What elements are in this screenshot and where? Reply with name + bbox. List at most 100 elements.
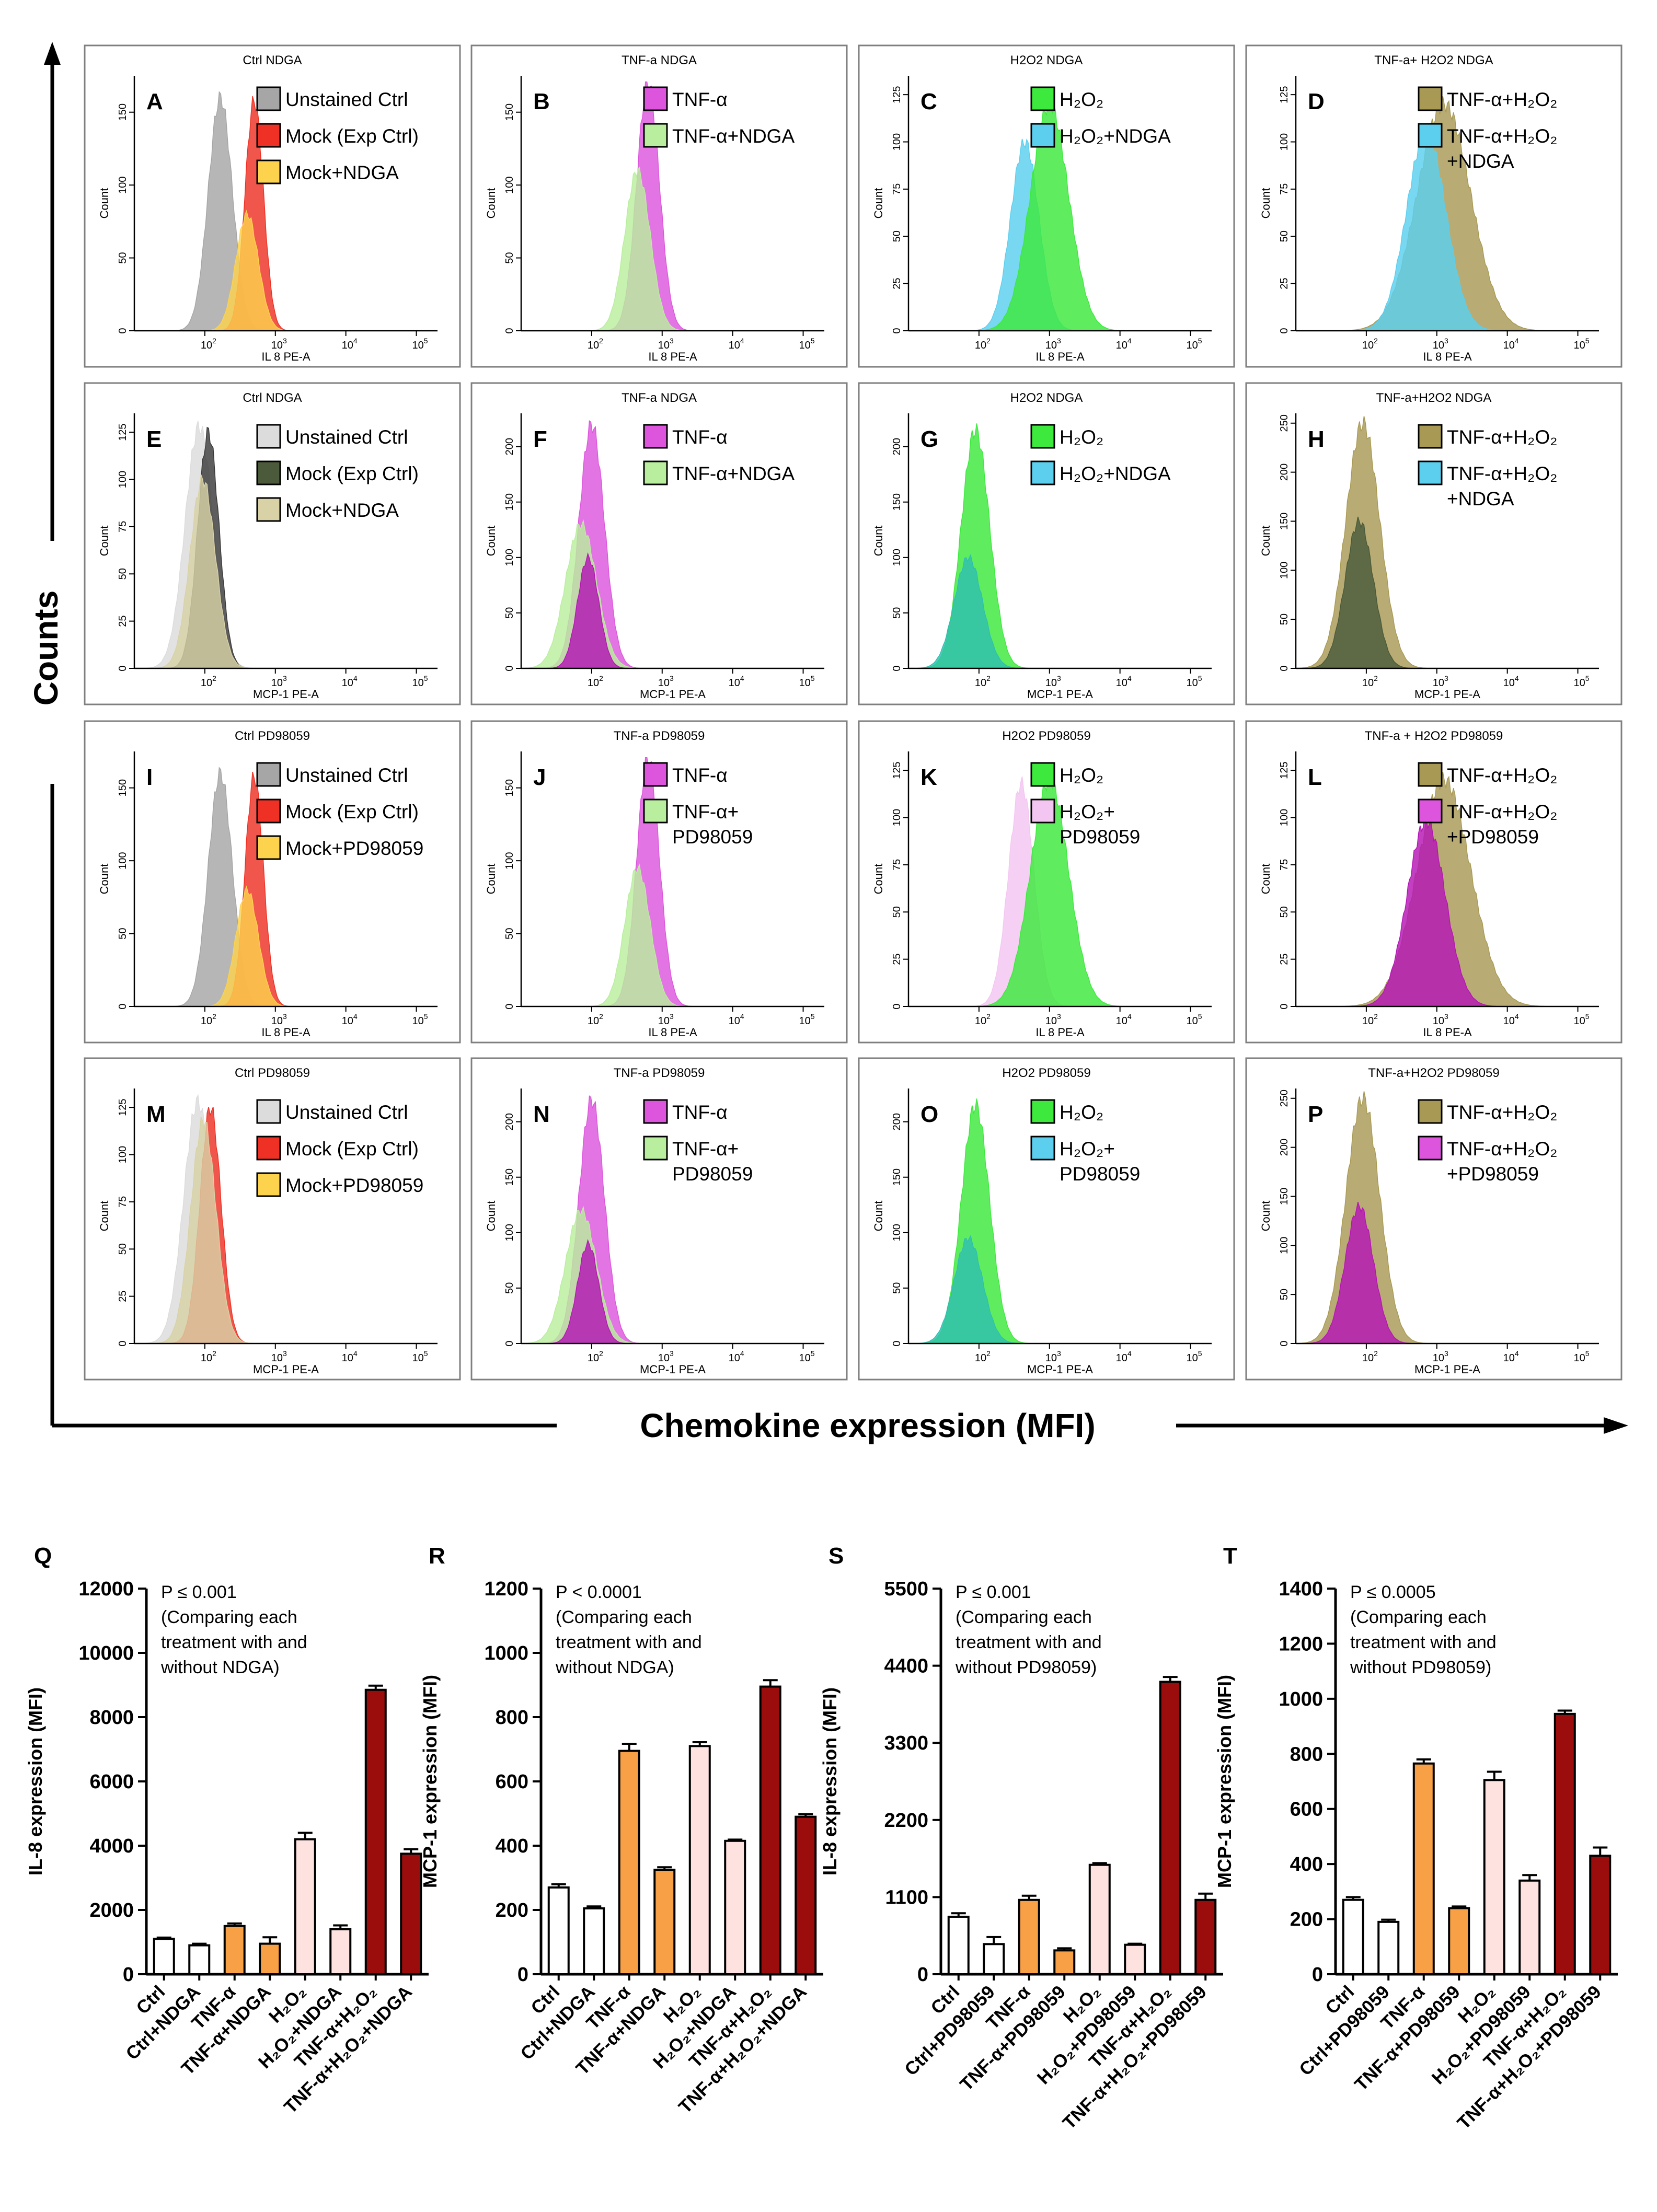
y-tick-label: 150 bbox=[504, 779, 515, 796]
y-tick-label: 150 bbox=[504, 103, 515, 121]
y-tick-label: 50 bbox=[117, 568, 129, 580]
y-axis-label: Count bbox=[485, 1201, 498, 1232]
y-tick-label: 75 bbox=[117, 1196, 129, 1208]
y-tick-label: 75 bbox=[1279, 859, 1290, 871]
y-tick-label: 50 bbox=[891, 230, 903, 242]
x-tick-exponent: 4 bbox=[1127, 674, 1132, 682]
counts-axis-arrowhead bbox=[44, 42, 61, 65]
x-axis-label: IL 8 PE-A bbox=[1423, 350, 1472, 363]
y-tick-label: 25 bbox=[117, 1291, 129, 1302]
bar-3 bbox=[1448, 1907, 1470, 1975]
y-tick-label: 150 bbox=[117, 103, 129, 121]
bar-2 bbox=[1412, 1762, 1435, 1975]
y-tick-label: 0 bbox=[117, 1340, 129, 1346]
x-tick-exponent: 4 bbox=[740, 1012, 744, 1021]
annotation-line: P ≤ 0.0005 bbox=[1350, 1582, 1436, 1602]
x-tick-exponent: 3 bbox=[670, 1349, 674, 1358]
legend-label: TNF-α+ bbox=[672, 1138, 739, 1160]
y-tick-label: 100 bbox=[891, 809, 903, 826]
bar-0 bbox=[947, 1915, 970, 1976]
x-tick-exponent: 5 bbox=[424, 337, 428, 345]
legend-swatch bbox=[256, 762, 281, 787]
y-axis-label: Count bbox=[872, 864, 885, 895]
y-axis-label: Count bbox=[98, 188, 111, 219]
x-tick-exponent: 2 bbox=[212, 1349, 216, 1358]
legend-label: Mock (Exp Ctrl) bbox=[285, 463, 419, 484]
x-tick-exponent: 5 bbox=[1198, 674, 1202, 682]
y-tick-label: 150 bbox=[504, 493, 515, 511]
y-tick-label: 0 bbox=[123, 1964, 134, 1986]
annotation-line: (Comparing each bbox=[956, 1607, 1092, 1627]
bar-4 bbox=[688, 1745, 711, 1976]
x-axis-label: IL 8 PE-A bbox=[1035, 1026, 1085, 1039]
y-tick-label: 50 bbox=[891, 906, 903, 918]
legend-swatch bbox=[1030, 123, 1055, 148]
y-tick-label: 600 bbox=[496, 1771, 528, 1793]
x-axis-label: MCP-1 PE-A bbox=[1027, 688, 1093, 701]
legend-swatch bbox=[256, 1099, 281, 1124]
legend-swatch bbox=[1418, 1136, 1443, 1161]
x-tick-exponent: 2 bbox=[986, 674, 991, 682]
y-tick-label: 0 bbox=[504, 328, 515, 333]
y-tick-label: 150 bbox=[891, 493, 903, 511]
y-tick-label: 0 bbox=[517, 1964, 528, 1986]
y-tick-label: 100 bbox=[891, 549, 903, 566]
x-tick-exponent: 3 bbox=[1444, 337, 1448, 345]
y-tick-label: 200 bbox=[1290, 1909, 1323, 1931]
y-tick-label: 0 bbox=[1279, 1340, 1290, 1346]
bar-2 bbox=[618, 1750, 640, 1975]
bar-5 bbox=[1124, 1943, 1146, 1975]
y-tick-label: 4000 bbox=[89, 1835, 134, 1857]
legend-swatch bbox=[1030, 424, 1055, 449]
x-tick-exponent: 5 bbox=[1585, 337, 1590, 345]
legend-label: H₂O₂+NDGA bbox=[1060, 463, 1171, 484]
legend-label-continued: +PD98059 bbox=[1447, 826, 1539, 848]
y-axis-label: Count bbox=[1259, 526, 1272, 557]
panel-title: Ctrl NDGA bbox=[243, 53, 302, 67]
x-tick-exponent: 3 bbox=[670, 1012, 674, 1021]
x-tick-exponent: 5 bbox=[811, 674, 815, 682]
y-tick-label: 50 bbox=[117, 1243, 129, 1255]
y-tick-label: 100 bbox=[891, 133, 903, 150]
y-tick-label: 200 bbox=[891, 438, 903, 455]
chart-letter: Q bbox=[34, 1543, 52, 1569]
bar-5 bbox=[329, 1928, 352, 1975]
annotation-line: P < 0.0001 bbox=[556, 1582, 642, 1602]
y-tick-label: 50 bbox=[891, 1282, 903, 1294]
x-tick-exponent: 2 bbox=[1374, 1012, 1378, 1021]
y-tick-label: 50 bbox=[1279, 906, 1290, 918]
legend-swatch bbox=[256, 1172, 281, 1197]
x-tick-exponent: 4 bbox=[1515, 674, 1519, 682]
panel-title: TNF-a+ H2O2 NDGA bbox=[1374, 53, 1493, 67]
x-tick-exponent: 4 bbox=[1127, 1012, 1132, 1021]
legend-swatch bbox=[1030, 762, 1055, 787]
panel-letter: L bbox=[1308, 765, 1322, 790]
y-tick-label: 0 bbox=[504, 665, 515, 671]
x-axis-label: MCP-1 PE-A bbox=[640, 688, 706, 701]
y-tick-label: 100 bbox=[117, 176, 129, 193]
legend-label: H₂O₂+ bbox=[1060, 1138, 1115, 1160]
legend-swatch bbox=[643, 798, 668, 824]
legend-swatch bbox=[643, 123, 668, 148]
bar-chart-S: S 0 1100 2200 3300 4400 5500 IL-8 expression (M… bbox=[819, 1543, 1223, 2133]
x-tick-exponent: 5 bbox=[811, 337, 815, 345]
y-tick-label: 75 bbox=[891, 859, 903, 871]
x-tick-exponent: 4 bbox=[1127, 337, 1132, 345]
y-axis-label: Count bbox=[1259, 864, 1272, 895]
bar-chart-Q: Q 0 2000 4000 6000 8000 10000 12000 IL-8 express… bbox=[25, 1543, 429, 2117]
x-tick-exponent: 2 bbox=[986, 1012, 991, 1021]
x-axis-label: MCP-1 PE-A bbox=[253, 1363, 319, 1376]
y-tick-label: 0 bbox=[117, 1003, 129, 1009]
y-tick-label: 150 bbox=[891, 1168, 903, 1186]
x-tick-exponent: 4 bbox=[353, 674, 358, 682]
bar-7 bbox=[400, 1852, 422, 1975]
